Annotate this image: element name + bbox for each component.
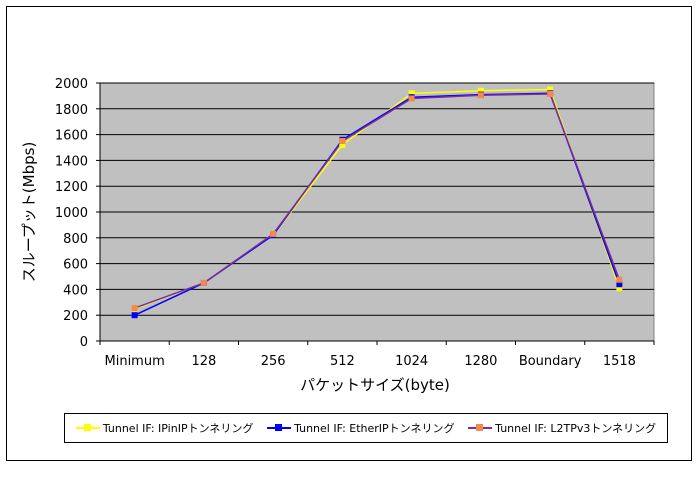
chart-legend: Tunnel IF: IPinIPトンネリング Tunnel IF: EtherI… (64, 413, 668, 443)
series-3-point (270, 230, 277, 237)
x-tick-label: Minimum (105, 354, 165, 369)
series-1-point (616, 285, 623, 292)
series-3-point (339, 138, 346, 145)
x-tick-label: 1024 (395, 354, 428, 369)
y-axis-title: スループット(Mbps) (20, 142, 38, 283)
x-tick-label: 512 (330, 354, 355, 369)
y-tick-label: 1200 (55, 180, 88, 195)
legend-swatch-2 (267, 423, 292, 433)
x-tick-label: 1518 (603, 354, 636, 369)
series-1-point (477, 87, 484, 94)
legend-item-3: Tunnel IF: L2TPv3トンネリング (468, 420, 656, 436)
series-3-point (408, 95, 415, 102)
y-tick-label: 1600 (55, 129, 88, 144)
x-axis-title: パケットサイズ(byte) (300, 376, 450, 394)
series-3-point (547, 90, 554, 97)
legend-item-1: Tunnel IF: IPinIPトンネリング (75, 420, 254, 436)
y-tick-label: 1000 (55, 206, 88, 221)
legend-label-3: Tunnel IF: L2TPv3トンネリング (495, 422, 657, 435)
y-tick-label: 800 (63, 232, 88, 247)
series-3-point (131, 305, 138, 312)
series-1-point (547, 86, 554, 93)
series-2-point (131, 312, 138, 319)
series-3-point (477, 92, 484, 99)
y-tick-label: 400 (63, 283, 88, 298)
x-tick-label: 128 (191, 354, 216, 369)
legend-swatch-1 (75, 423, 100, 433)
x-tick-label: 1280 (464, 354, 497, 369)
y-tick-label: 1400 (55, 154, 88, 169)
legend-label-1: Tunnel IF: IPinIPトンネリング (102, 422, 254, 435)
legend-swatch-3 (468, 423, 493, 433)
series-2-point (616, 281, 623, 288)
series-3-point (200, 279, 207, 286)
y-tick-label: 1800 (55, 103, 88, 118)
legend-label-2: Tunnel IF: EtherIPトンネリング (294, 422, 455, 435)
series-3-point (616, 276, 623, 283)
y-tick-label: 2000 (55, 77, 88, 92)
series-line-3 (134, 93, 621, 309)
x-tick-label: 256 (261, 354, 286, 369)
y-tick-label: 0 (80, 335, 88, 350)
x-tick-label: Boundary (519, 354, 582, 369)
legend-item-2: Tunnel IF: EtherIPトンネリング (267, 420, 454, 436)
series-1-point (408, 90, 415, 97)
y-tick-label: 200 (63, 309, 88, 324)
y-tick-label: 600 (63, 258, 88, 273)
series-1-point (339, 141, 346, 148)
